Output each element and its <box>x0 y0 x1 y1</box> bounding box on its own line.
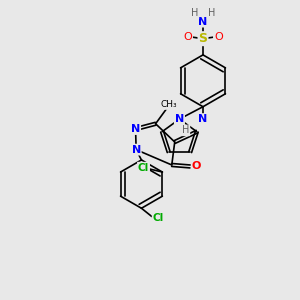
Text: H: H <box>208 8 215 18</box>
Text: Cl: Cl <box>153 213 164 223</box>
Text: CH₃: CH₃ <box>161 100 177 109</box>
Text: O: O <box>192 161 201 171</box>
Text: N: N <box>131 124 140 134</box>
Text: O: O <box>183 32 192 42</box>
Text: H: H <box>191 8 198 18</box>
Text: H: H <box>182 125 190 135</box>
Text: N: N <box>175 114 184 124</box>
Text: S: S <box>199 32 208 45</box>
Text: Cl: Cl <box>138 163 149 172</box>
Text: N: N <box>198 114 208 124</box>
Text: O: O <box>214 32 223 42</box>
Text: N: N <box>198 16 208 27</box>
Text: N: N <box>131 145 141 155</box>
